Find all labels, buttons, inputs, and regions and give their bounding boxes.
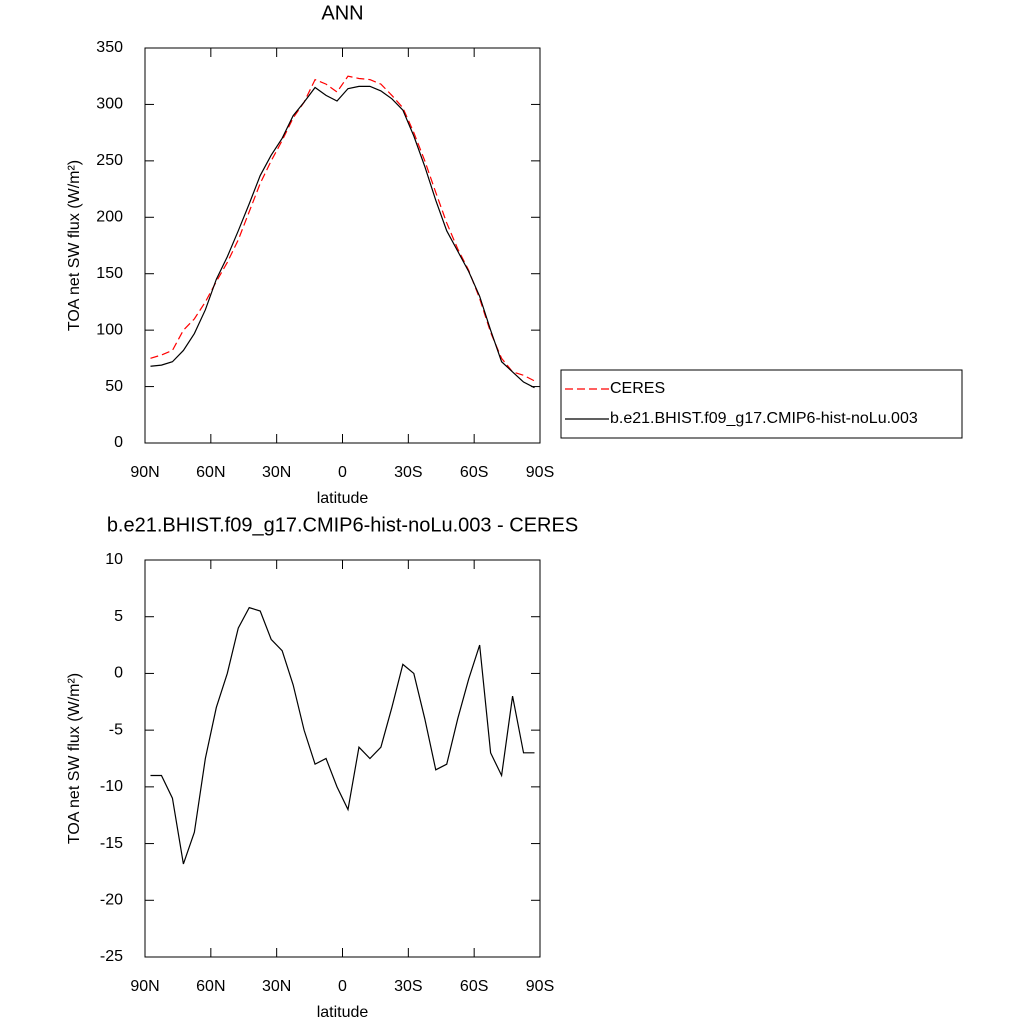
y-tick-label: -15 — [100, 835, 123, 852]
x-tick-label: 90N — [130, 978, 159, 995]
y-tick-label: 10 — [105, 551, 123, 568]
x-tick-label: 30S — [394, 464, 422, 481]
x-tick-label: 90S — [526, 978, 554, 995]
data-line — [150, 606, 535, 865]
x-tick-label: 60S — [460, 464, 488, 481]
legend-label: CERES — [610, 380, 665, 397]
x-axis-label: latitude — [317, 1004, 369, 1021]
y-tick-label: 50 — [105, 378, 123, 395]
x-tick-label: 90N — [130, 464, 159, 481]
x-tick-label: 90S — [526, 464, 554, 481]
y-tick-label: 300 — [96, 96, 123, 113]
x-axis-label: latitude — [317, 490, 369, 507]
y-tick-label: 350 — [96, 39, 123, 56]
legend-box — [560, 369, 963, 439]
x-tick-label: 60N — [196, 464, 225, 481]
chart-title: b.e21.BHIST.f09_g17.CMIP6-hist-noLu.003 … — [107, 514, 578, 536]
y-tick-label: 100 — [96, 321, 123, 338]
data-line — [150, 75, 535, 382]
data-line — [150, 85, 535, 389]
y-tick-label: 0 — [114, 434, 123, 451]
x-tick-label: 30N — [262, 464, 291, 481]
x-tick-label: 30N — [262, 978, 291, 995]
x-tick-label: 0 — [338, 464, 347, 481]
y-tick-label: -5 — [109, 721, 123, 738]
y-tick-label: 5 — [114, 608, 123, 625]
y-tick-label: 250 — [96, 152, 123, 169]
x-tick-label: 0 — [338, 978, 347, 995]
chart-title: ANN — [321, 2, 363, 24]
x-tick-label: 60S — [460, 978, 488, 995]
y-tick-label: 200 — [96, 209, 123, 226]
y-tick-label: 150 — [96, 265, 123, 282]
x-tick-label: 60N — [196, 978, 225, 995]
y-tick-label: -10 — [100, 778, 123, 795]
y-tick-label: -25 — [100, 948, 123, 965]
y-axis-label: TOA net SW flux (W/m²) — [66, 673, 83, 844]
y-tick-label: -20 — [100, 892, 123, 909]
x-tick-label: 30S — [394, 978, 422, 995]
y-axis-label: TOA net SW flux (W/m²) — [66, 160, 83, 331]
legend-label: b.e21.BHIST.f09_g17.CMIP6-hist-noLu.003 — [610, 410, 918, 427]
plot-frame — [144, 559, 541, 958]
y-tick-label: 0 — [114, 665, 123, 682]
plot-frame — [144, 47, 541, 444]
